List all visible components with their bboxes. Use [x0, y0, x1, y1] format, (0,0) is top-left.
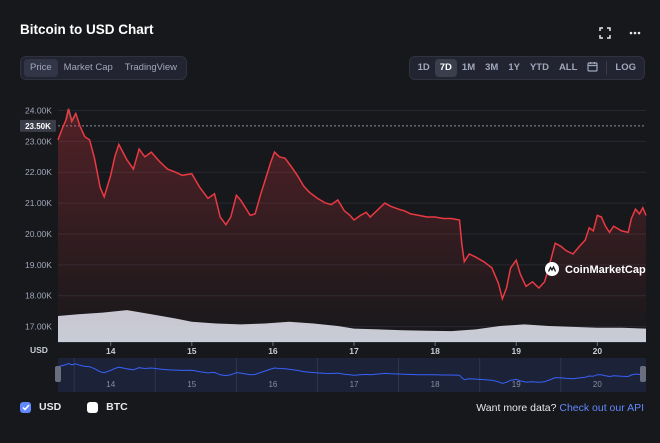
y-tick-label: 18.00K [25, 291, 52, 301]
range-1y[interactable]: 1Y [508, 62, 520, 73]
tab-price[interactable]: Price [24, 59, 58, 77]
legend-btc[interactable]: BTC [87, 401, 128, 413]
navigator-x-ticks: 14 15 16 17 18 19 20 [106, 380, 602, 389]
y-tick-label: 20.00K [25, 229, 52, 239]
navigator-tick-label: 17 [350, 380, 359, 389]
chart-title: Bitcoin to USD Chart [20, 22, 154, 37]
check-icon [21, 404, 30, 411]
legend-label-btc: BTC [106, 401, 128, 413]
range-navigator: 14 15 16 17 18 19 20 [55, 358, 647, 392]
reference-label-bg [20, 119, 56, 132]
api-link[interactable]: Check out our API [559, 402, 644, 414]
api-promo-text: Want more data? [476, 402, 557, 414]
y-tick-label: 17.00K [25, 322, 52, 332]
y-tick-label: 21.00K [25, 198, 52, 208]
checkbox-usd[interactable] [20, 401, 31, 413]
more-horizontal-icon[interactable] [628, 26, 642, 40]
navigator-tick-label: 14 [106, 380, 115, 389]
price-line [57, 108, 647, 302]
range-ytd[interactable]: YTD [529, 62, 549, 73]
price-area [58, 108, 646, 343]
navigator-tick-label: 16 [268, 380, 277, 389]
cmc-logo-icon [547, 265, 557, 272]
navigator-tick-label: 18 [431, 380, 440, 389]
navigator-tick-label: 15 [187, 380, 196, 389]
navigator-tick-label: 19 [512, 380, 521, 389]
x-tick-label: 20 [593, 346, 603, 356]
navigator-right-handle [640, 366, 646, 382]
x-tick-label: 19 [512, 346, 522, 356]
range-1m[interactable]: 1M [461, 62, 476, 73]
range-3m[interactable]: 3M [485, 62, 499, 73]
x-axis-ticks: 14 15 16 17 18 19 20 [106, 346, 602, 356]
legend: USD BTC [20, 401, 146, 413]
navigator-left-handle [55, 366, 61, 382]
coinmarketcap-watermark: CoinMarketCap [545, 262, 646, 276]
range-tabs: 1D 7D 1M 3M 1Y YTD ALL LOG [408, 56, 645, 80]
log-scale-button[interactable]: LOG [615, 62, 636, 73]
y-tick-label: 23.00K [25, 136, 52, 146]
navigator-grid [73, 358, 562, 392]
navigator-tick-label: 20 [593, 380, 602, 389]
currency-axis-label: USD [30, 345, 48, 355]
range-divider [606, 61, 608, 75]
reference-line: 23.50K [20, 119, 646, 132]
tab-market-cap[interactable]: Market Cap [63, 62, 113, 73]
y-tick-label: 22.00K [25, 167, 52, 177]
range-1d[interactable]: 1D [417, 62, 430, 73]
checkbox-btc[interactable] [87, 401, 99, 413]
navigator-line [57, 362, 647, 384]
watermark-text: CoinMarketCap [565, 264, 646, 276]
x-tick-label: 17 [349, 346, 359, 356]
x-tick-label: 15 [187, 346, 197, 356]
legend-usd[interactable]: USD [20, 401, 61, 413]
x-tick-label: 16 [268, 346, 278, 356]
range-7d[interactable]: 7D [434, 59, 457, 77]
y-tick-label: 24.00K [25, 105, 52, 115]
calendar-icon[interactable] [582, 57, 603, 79]
x-tick-label: 14 [106, 346, 116, 356]
x-tick-label: 18 [430, 346, 440, 356]
view-tabs: Price Market Cap TradingView [20, 56, 188, 80]
y-tick-label: 19.00K [25, 260, 52, 270]
api-promo: Want more data? Check out our API [476, 402, 644, 414]
legend-label-usd: USD [39, 401, 62, 413]
y-axis-ticks: 24.00K 23.00K 22.00K 21.00K 20.00K 19.00K 18.0… [25, 105, 52, 331]
header-actions [598, 26, 642, 40]
tab-tradingview[interactable]: TradingView [124, 62, 178, 73]
reference-label: 23.50K [25, 122, 51, 131]
range-all[interactable]: ALL [558, 62, 578, 73]
fullscreen-icon[interactable] [598, 26, 612, 40]
